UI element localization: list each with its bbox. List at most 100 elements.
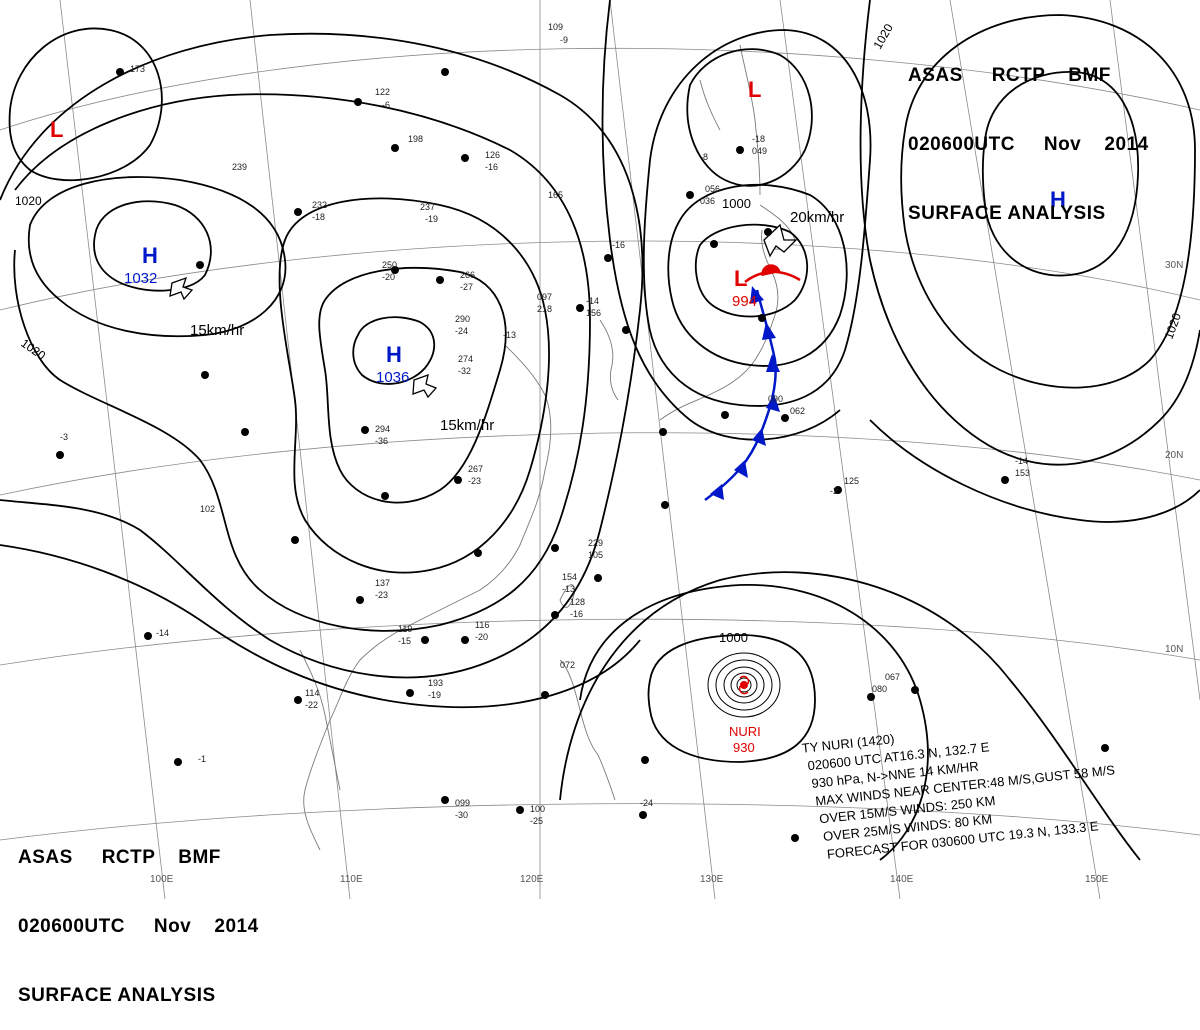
station-dot xyxy=(516,806,524,814)
station-dot xyxy=(541,691,549,699)
typhoon-symbol: NURI 930 xyxy=(729,675,761,755)
station-value: -8 xyxy=(700,152,708,162)
motion-arrow-h2 xyxy=(412,373,438,399)
isobar-label: 1020 xyxy=(1162,311,1184,341)
station-value: -15 xyxy=(398,636,411,646)
station-value: 239 xyxy=(232,162,247,172)
station-dot xyxy=(56,451,64,459)
station-plots xyxy=(56,68,1109,842)
typhoon-ring-2 xyxy=(715,659,773,711)
title-line-1: ASAS RCTP BMF xyxy=(18,847,221,868)
coast-indochina xyxy=(299,649,341,791)
title-line-1: ASAS RCTP BMF xyxy=(908,65,1111,86)
station-dot xyxy=(1101,744,1109,752)
isobar-h2-outer xyxy=(278,197,550,574)
station-value: 122 xyxy=(375,87,390,97)
lon-label-140e: 140E xyxy=(890,874,914,885)
lat-label-10n: 10N xyxy=(1165,644,1183,655)
station-value: 099 xyxy=(455,798,470,808)
station-dot xyxy=(867,693,875,701)
low-center-l1: L xyxy=(50,117,63,142)
front-triangle-6 xyxy=(734,460,748,478)
station-value: -23 xyxy=(468,476,481,486)
typhoon-spiral-icon xyxy=(738,675,750,695)
station-dot xyxy=(736,146,744,154)
station-value: 105 xyxy=(588,550,603,560)
meridian-140e xyxy=(779,0,901,899)
coast-kamchatka xyxy=(699,79,721,131)
station-value: 198 xyxy=(408,134,423,144)
station-dot xyxy=(791,834,799,842)
station-value: -1 xyxy=(198,754,206,764)
station-dot xyxy=(461,154,469,162)
isobar-l2 xyxy=(686,48,813,187)
station-value: -18 xyxy=(312,212,325,222)
low-center-l3: L xyxy=(734,266,747,291)
isobar-label: 1020 xyxy=(18,336,48,363)
station-value: -22 xyxy=(305,700,318,710)
motion-speed-h2: 15km/hr xyxy=(440,417,494,434)
station-value: 102 xyxy=(200,504,215,514)
station-value: 237 xyxy=(420,202,435,212)
high-value-h1: 1032 xyxy=(124,270,157,287)
station-dot xyxy=(116,68,124,76)
isobar-label: 1020 xyxy=(15,194,42,208)
station-dot xyxy=(576,304,584,312)
station-dot xyxy=(174,758,182,766)
isobar-h3-inner xyxy=(981,71,1139,277)
motion-speed-l3: 20km/hr xyxy=(790,209,844,226)
station-value: 114 xyxy=(305,688,319,698)
motion-arrow-h1 xyxy=(169,276,194,301)
station-value: 080 xyxy=(872,684,887,694)
title-block-top: ASAS RCTP BMF 020600UTC Nov 2014 SURFACE… xyxy=(908,18,1149,248)
front-triangle-3 xyxy=(766,354,780,372)
isobar-h2-mid xyxy=(318,267,507,504)
station-value: 173 xyxy=(130,64,145,74)
lon-label-100e: 100E xyxy=(150,874,174,885)
station-dot xyxy=(381,492,389,500)
lat-label-20n: 20N xyxy=(1165,450,1183,461)
station-value: 109 xyxy=(548,22,563,32)
isobar-label: 1000 xyxy=(719,630,748,645)
station-value: 128 xyxy=(570,597,585,607)
typhoon-info: TY NURI (1420) 020600 UTC AT16.3 N, 132.… xyxy=(801,731,1116,862)
station-value: -27 xyxy=(460,282,473,292)
isobar-west-envelope xyxy=(13,93,591,632)
motion-arrows xyxy=(169,223,798,399)
station-values: 173109-9122-6126-16198232-18237-19250-20… xyxy=(60,22,1030,826)
station-dot xyxy=(686,191,694,199)
coordinate-labels: 30N 20N 10N 100E 110E 120E 130E 140E 150… xyxy=(150,260,1183,885)
station-dot xyxy=(710,240,718,248)
station-dot xyxy=(659,428,667,436)
coast-china xyxy=(303,344,552,851)
station-dot xyxy=(354,98,362,106)
isobar-label: 1000 xyxy=(722,196,751,211)
station-value: 153 xyxy=(1015,468,1030,478)
isobar-typhoon-outermost xyxy=(559,571,1141,861)
station-value: 267 xyxy=(468,464,483,474)
station-value: -16 xyxy=(612,240,625,250)
front-triangle-1 xyxy=(750,286,764,304)
station-value: -14 xyxy=(156,628,169,638)
station-dot xyxy=(594,574,602,582)
station-dot xyxy=(1001,476,1009,484)
isobars xyxy=(0,0,1200,861)
high-center-h3: H xyxy=(1050,187,1066,212)
motion-speed-h1: 15km/hr xyxy=(190,322,244,339)
station-value: 036 xyxy=(700,196,715,206)
station-value: 056 xyxy=(705,184,720,194)
station-value: -23 xyxy=(375,590,388,600)
lon-label-150e: 150E xyxy=(1085,874,1109,885)
station-dot xyxy=(241,428,249,436)
station-dot xyxy=(639,811,647,819)
coast-korea xyxy=(599,319,619,401)
station-value: 137 xyxy=(375,578,390,588)
station-dot xyxy=(758,314,766,322)
parallel-20n xyxy=(0,432,1200,496)
coast-luzon xyxy=(559,659,616,801)
coast-japan xyxy=(659,229,779,421)
station-value: -18 xyxy=(752,134,765,144)
surface-analysis-map: H 1032 H 1036 H L L L 994 NURI 930 1020 … xyxy=(0,0,1200,1006)
front-triangle-2 xyxy=(762,322,776,340)
station-dot xyxy=(406,689,414,697)
